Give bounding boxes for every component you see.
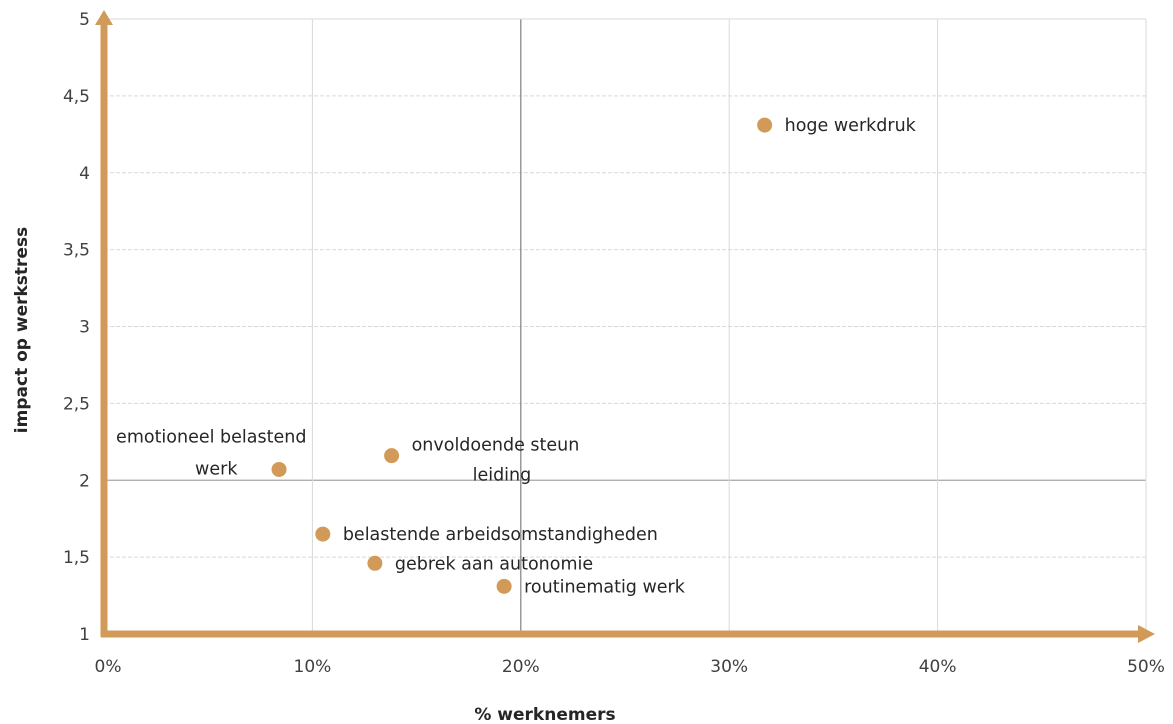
x-tick-label: 50% (1127, 657, 1165, 677)
y-tick-label: 1,5 (63, 548, 90, 568)
data-point-label: werk (195, 459, 238, 479)
data-point (315, 526, 331, 542)
y-axis-title: impact op werkstress (12, 227, 32, 433)
data-point-label: hoge werkdruk (785, 116, 917, 136)
data-point-label: gebrek aan autonomie (395, 554, 593, 574)
data-point (757, 117, 773, 133)
data-point-label: leiding (473, 466, 532, 486)
data-point-label: onvoldoende steun (412, 436, 580, 456)
x-tick-label: 40% (919, 657, 957, 677)
data-point-label: emotioneel belastend (116, 427, 306, 447)
x-axis-arrowhead (1138, 625, 1155, 643)
x-tick-label: 30% (710, 657, 748, 677)
data-point (496, 578, 512, 594)
y-tick-label: 3 (79, 318, 90, 338)
y-tick-label: 5 (79, 10, 90, 30)
x-axis-title: % werknemers (474, 705, 615, 724)
tick-labels: 11,522,533,544,550% 10% 20% 30% 40% 50% (63, 10, 1165, 677)
data-point (384, 448, 400, 464)
x-tick-label: 10% (294, 657, 332, 677)
data-point (271, 461, 287, 477)
grid-lines (104, 18, 1147, 634)
x-tick-label: 20% (502, 657, 540, 677)
data-points: hoge werkdruk emotioneel belastend werk onv… (116, 116, 917, 597)
y-tick-label: 2,5 (63, 394, 90, 414)
data-point-label: belastende arbeidsomstandigheden (343, 525, 658, 545)
x-tick-label: 0% (95, 657, 122, 677)
y-tick-label: 1 (79, 625, 90, 645)
y-tick-label: 4 (79, 164, 90, 184)
y-axis-arrowhead (95, 10, 113, 25)
axes (95, 10, 1155, 643)
y-tick-label: 4,5 (63, 87, 90, 107)
data-point-label: routinematig werk (524, 577, 686, 597)
y-tick-label: 3,5 (63, 241, 90, 261)
y-tick-label: 2 (79, 471, 90, 491)
data-point (367, 555, 383, 571)
